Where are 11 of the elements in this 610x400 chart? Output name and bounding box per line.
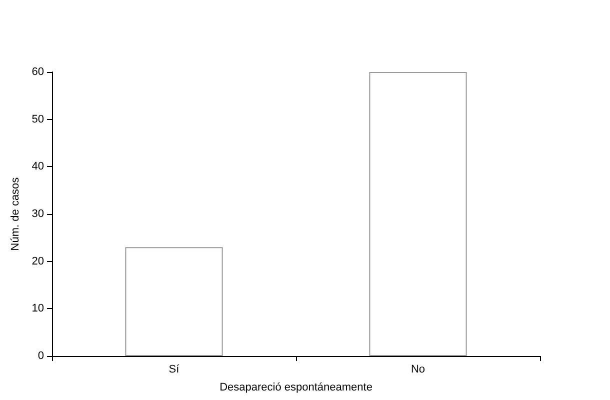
- y-tick-label: 20: [32, 255, 44, 268]
- y-tick-label: 30: [32, 208, 44, 220]
- x-axis-title: Desapareció espontáneamente: [220, 382, 372, 394]
- y-tick-label: 60: [32, 66, 44, 78]
- y-tick-label: 0: [38, 350, 44, 362]
- x-tick-label: Sí: [168, 364, 180, 376]
- x-tick-label: No: [410, 364, 426, 376]
- y-tick-label: 50: [32, 113, 44, 126]
- y-tick-label: 10: [32, 302, 44, 315]
- y-tick-label: 40: [32, 160, 44, 173]
- y-axis-title: Núm. de casos: [9, 176, 22, 251]
